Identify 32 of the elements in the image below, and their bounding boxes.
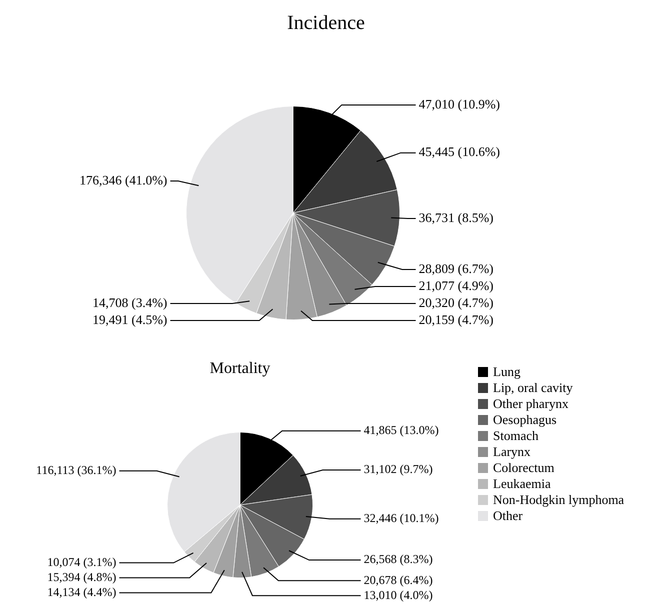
data-label: 15,394 (4.8%) bbox=[47, 570, 116, 584]
legend-label: Leukaemia bbox=[492, 476, 552, 492]
legend-label: Other bbox=[492, 508, 524, 524]
data-label: 14,134 (4.4%) bbox=[47, 584, 116, 599]
data-label: 20,678 (6.4%) bbox=[364, 572, 433, 587]
legend-label: Non-Hodgkin lymphoma bbox=[492, 492, 624, 508]
data-label: 13,010 (4.0%) bbox=[364, 588, 433, 602]
legend-label: Lung bbox=[492, 364, 522, 380]
legend-label: Larynx bbox=[492, 444, 532, 460]
data-label: 36,731 (8.5%) bbox=[418, 210, 494, 225]
legend-label: Other pharynx bbox=[492, 396, 570, 412]
legend-label: Stomach bbox=[492, 428, 540, 444]
data-label: 20,320 (4.7%) bbox=[418, 294, 494, 310]
data-label: 28,809 (6.7%) bbox=[418, 260, 494, 276]
data-label: 10,074 (3.1%) bbox=[47, 554, 116, 569]
legend-label: Lip, oral cavity bbox=[492, 380, 574, 396]
data-label: 176,346 (41.0%) bbox=[80, 172, 168, 188]
legend-label: Colorectum bbox=[492, 460, 556, 476]
data-label: 32,446 (10.1%) bbox=[364, 511, 439, 526]
data-label: 14,708 (3.4%) bbox=[92, 294, 168, 310]
chart-title: Incidence bbox=[286, 12, 366, 35]
data-label: 41,865 (13.0%) bbox=[364, 423, 439, 438]
data-label: 31,102 (9.7%) bbox=[364, 462, 433, 476]
data-label: 20,159 (4.7%) bbox=[418, 312, 494, 327]
data-label: 26,568 (8.3%) bbox=[364, 552, 433, 566]
data-label: 21,077 (4.9%) bbox=[418, 278, 494, 293]
data-label: 116,113 (36.1%) bbox=[36, 463, 116, 478]
data-label: 47,010 (10.9%) bbox=[418, 96, 500, 112]
chart-title: Mortality bbox=[208, 360, 272, 378]
legend-label: Oesophagus bbox=[492, 412, 558, 428]
data-label: 45,445 (10.6%) bbox=[418, 144, 500, 160]
data-label: 19,491 (4.5%) bbox=[92, 312, 168, 327]
